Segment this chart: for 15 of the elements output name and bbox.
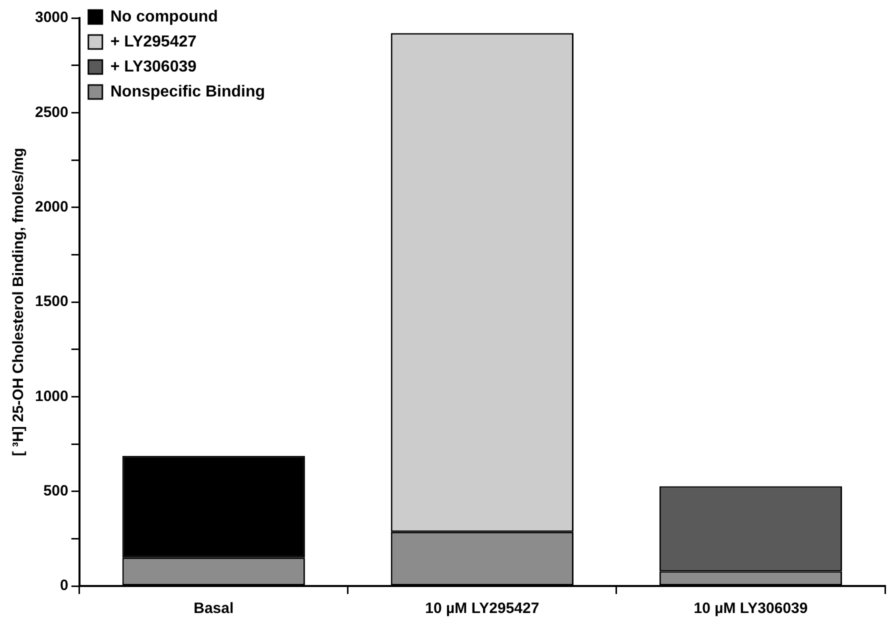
y-tick-label: 2000 bbox=[34, 198, 68, 216]
y-tick-label: 0 bbox=[60, 577, 68, 594]
x-tick-label: 10 µM LY306039 bbox=[694, 600, 808, 618]
y-tick-label: 3000 bbox=[34, 9, 68, 26]
legend-label: + LY306039 bbox=[110, 58, 197, 76]
x-tick-label: Basal bbox=[194, 600, 234, 618]
legend-label: No compound bbox=[110, 8, 218, 26]
legend-label: + LY295427 bbox=[110, 33, 197, 50]
legend-label: Nonspecific Binding bbox=[110, 83, 266, 100]
y-axis-title: [ ³H] 25-OH Cholesterol Binding, fmoles/mg bbox=[10, 148, 28, 456]
y-tick-label: 2500 bbox=[34, 104, 68, 121]
y-tick-label: 1500 bbox=[34, 293, 68, 310]
y-tick-label: 500 bbox=[43, 482, 68, 500]
y-tick-label: 1000 bbox=[34, 388, 68, 405]
x-tick-label: 10 µM LY295427 bbox=[425, 600, 540, 618]
